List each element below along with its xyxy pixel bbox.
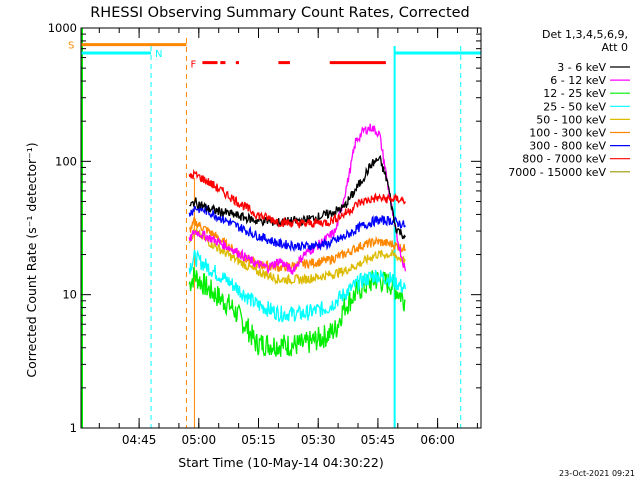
legend-label-8: 7000 - 15000 keV (508, 166, 606, 179)
y-tick-label-1: 10 (62, 288, 77, 302)
plot-frame (80, 27, 482, 429)
footer-date: 23-Oct-2021 09:21 (559, 469, 635, 478)
x-tick-label-1: 05:00 (182, 433, 217, 447)
x-axis-label: Start Time (10-May-14 04:30:22) (178, 455, 383, 470)
legend-label-3: 25 - 50 keV (543, 100, 606, 113)
legend-label-5: 100 - 300 keV (529, 127, 606, 140)
series-line-0 (188, 168, 406, 229)
y-tick-label-2: 100 (55, 154, 77, 168)
axis-ticks: 1 10 100 1000 04:45 05:00 05:15 05:30 05:45 06:00 (48, 21, 481, 447)
plot-area: S N F (68, 28, 481, 428)
x-tick-label-3: 05:30 (301, 433, 336, 447)
flare-marker-label: F (190, 60, 196, 71)
legend-label-4: 50 - 100 keV (536, 113, 606, 126)
night-marker-label: N (155, 49, 162, 60)
legend-title-line1: Det 1,3,4,5,6,9, (542, 28, 628, 41)
saa-marker-label: S (68, 41, 74, 52)
x-tick-label-4: 05:45 (361, 433, 396, 447)
series-line-4 (188, 228, 406, 286)
y-tick-label-3: 1000 (48, 21, 77, 35)
legend-label-2: 12 - 25 keV (543, 87, 606, 100)
y-axis-label: Corrected Count Rate (s⁻¹ detector⁻¹) (24, 142, 39, 377)
legend-label-0: 3 - 6 keV (557, 61, 606, 74)
legend-label-1: 6 - 12 keV (550, 74, 606, 87)
legend-label-6: 300 - 800 keV (529, 140, 606, 153)
chart-title: RHESSI Observing Summary Count Rates, Co… (90, 5, 470, 21)
series-line-6 (188, 249, 407, 323)
legend-title-line2: Att 0 (602, 41, 628, 54)
x-tick-label-5: 06:00 (420, 433, 455, 447)
series-line-7 (188, 267, 406, 357)
legend-label-7: 800 - 7000 keV (522, 153, 606, 166)
series-line-2 (188, 204, 406, 253)
x-tick-label-2: 05:15 (241, 433, 276, 447)
series-line-3 (188, 123, 407, 275)
y-tick-label-0: 1 (70, 421, 77, 435)
x-tick-label-0: 04:45 (122, 433, 157, 447)
